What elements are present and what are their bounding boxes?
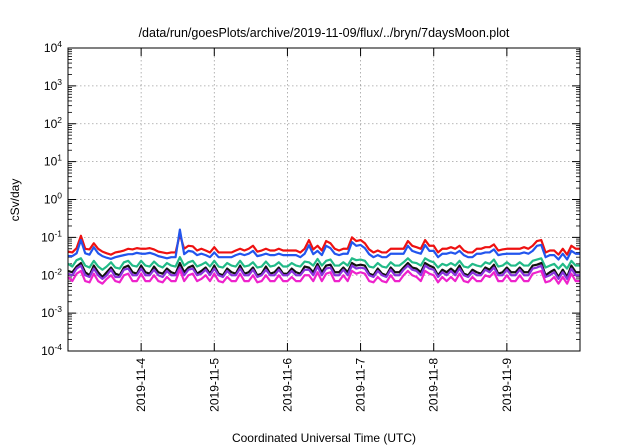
series-line-6 (67, 268, 580, 285)
x-tick-label: 2019-11-5 (207, 358, 221, 412)
y-tick-label: 100 (44, 191, 62, 207)
grid-lines (68, 48, 580, 351)
series-line-4 (67, 261, 580, 279)
y-tick-label: 10-1 (41, 228, 62, 244)
y-tick-label: 10-4 (41, 342, 62, 358)
y-tick-label: 102 (44, 115, 62, 131)
x-tick-label: 2019-11-8 (427, 358, 441, 412)
x-tick-labels: 2019-11-4 2019-11-5 2019-11-6 2019-11-7 2019… (134, 358, 514, 412)
series-line-2 (68, 228, 580, 261)
y-tick-label: 103 (44, 77, 62, 93)
axis-ticks (67, 47, 581, 352)
y-tick-labels: 10-4 10-3 10-2 10-1 100 101 102 103 104 (41, 39, 62, 358)
y-tick-label: 104 (44, 39, 62, 55)
y-tick-label: 101 (44, 153, 62, 169)
x-tick-label: 2019-11-9 (500, 358, 514, 412)
y-tick-label: 10-2 (41, 266, 62, 282)
series-line-3 (67, 256, 580, 271)
x-tick-label: 2019-11-4 (134, 358, 148, 412)
series-line-5 (67, 264, 580, 281)
series-lines (67, 228, 580, 285)
plot-frame (67, 47, 581, 352)
chart-title: /data/run/goesPlots/archive/2019-11-09/f… (139, 26, 510, 40)
x-axis-label: Coordinated Universal Time (UTC) (232, 431, 416, 445)
y-tick-label: 10-3 (41, 304, 62, 320)
y-axis-label: cSv/day (8, 179, 22, 222)
x-tick-label: 2019-11-7 (354, 358, 368, 412)
series-line-1 (67, 233, 580, 256)
x-tick-label: 2019-11-6 (280, 358, 294, 412)
